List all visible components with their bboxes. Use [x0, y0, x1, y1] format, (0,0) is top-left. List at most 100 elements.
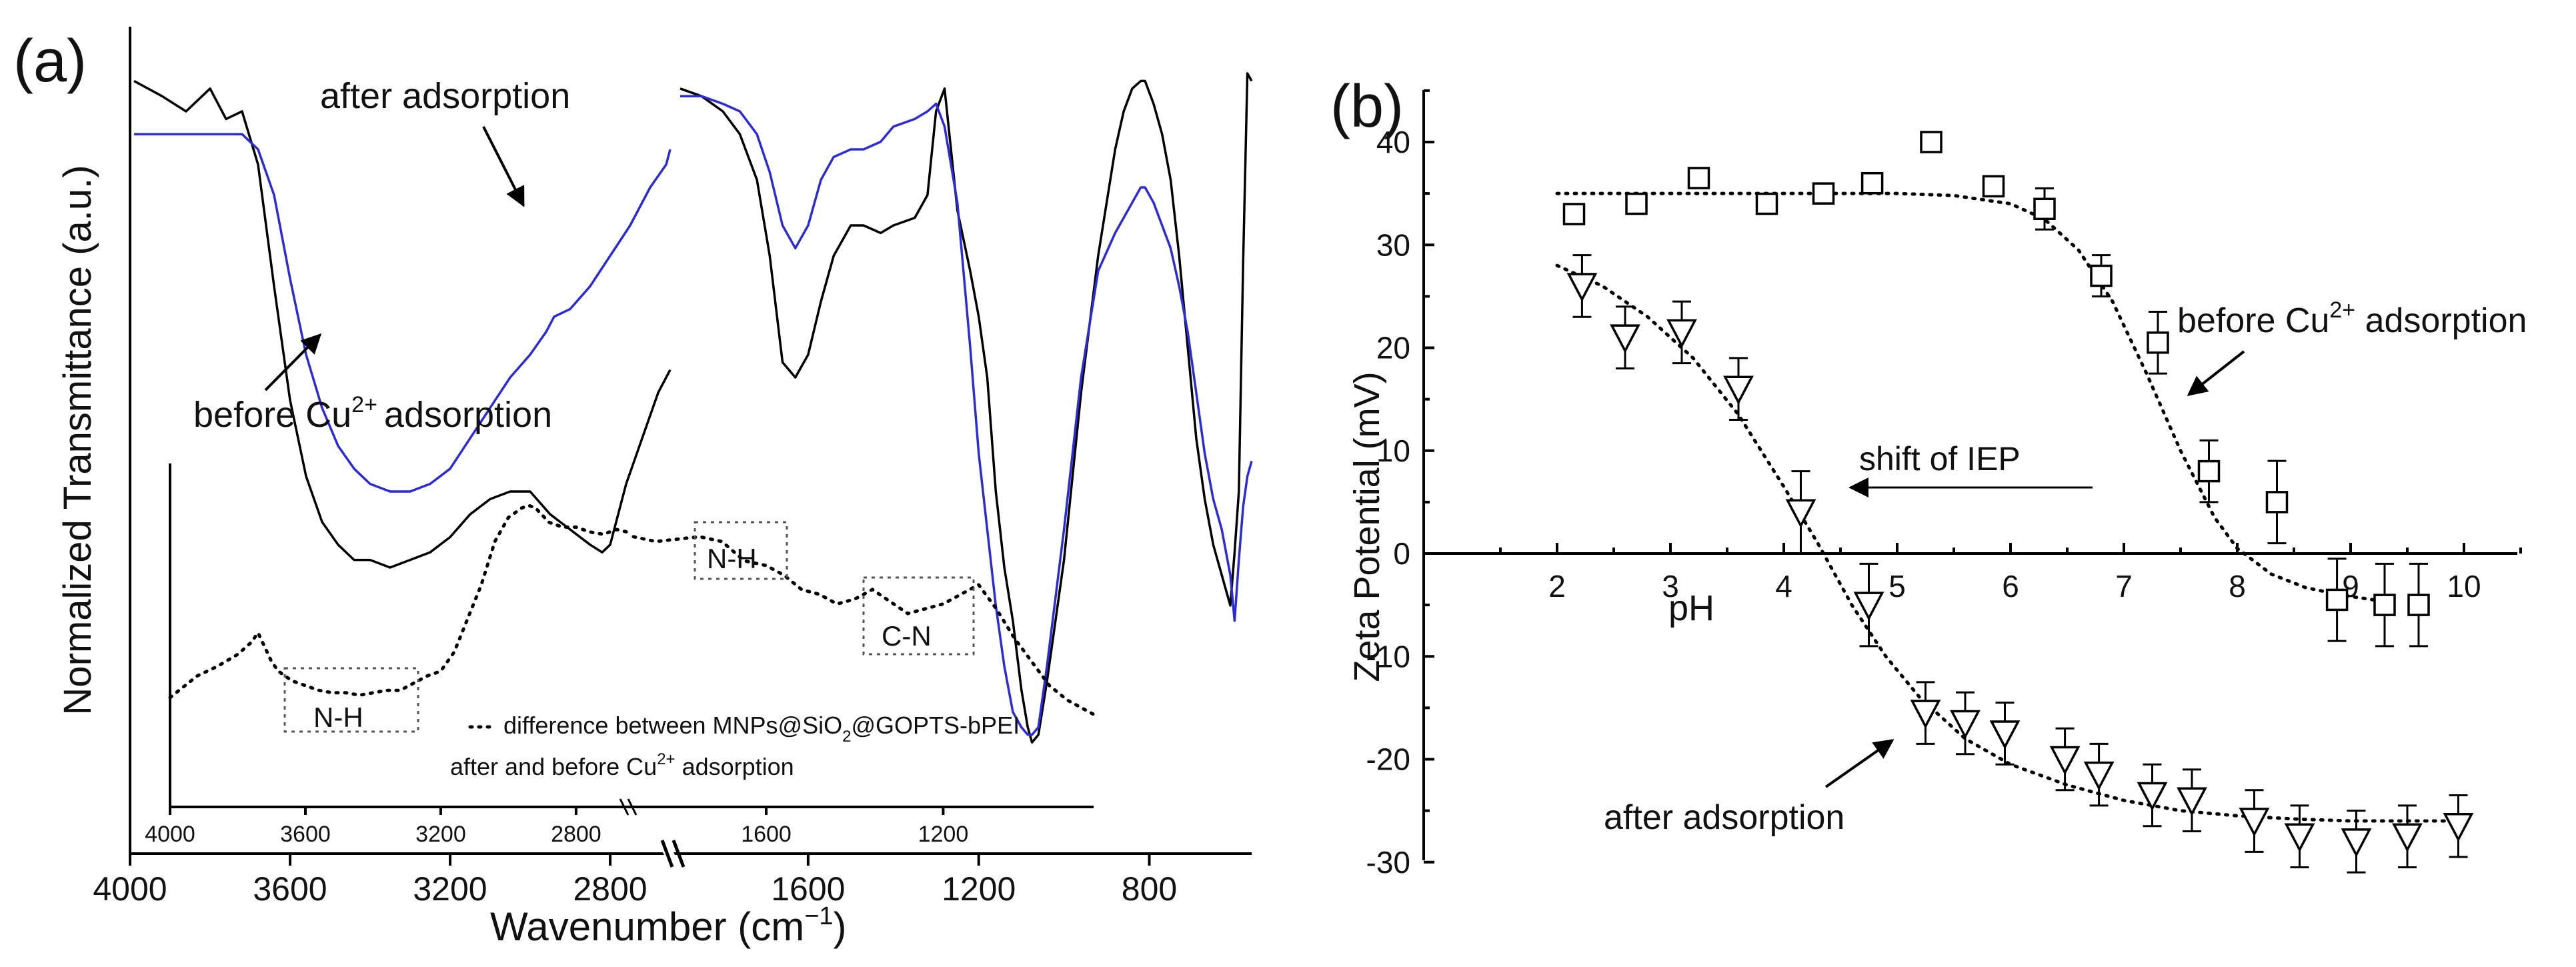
arrow-before-adsorption — [264, 333, 322, 391]
inset-caption-line1: difference between MNPs@SiO2@GOPTS-bPEI — [503, 712, 1020, 746]
point-before-adsorption — [2090, 264, 2113, 287]
arrow-before-cu-adsorption — [2187, 350, 2245, 396]
panel-b-x-tick-label: 6 — [2002, 569, 2019, 604]
annotation-before-cu-adsorption: before Cu2+ adsorption — [2177, 297, 2527, 340]
inset-caption-line2: after and before Cu2+ adsorption — [450, 750, 794, 780]
panel-b-x-tick-label: 8 — [2229, 569, 2246, 604]
box-nh-2-label: N-H — [707, 543, 757, 574]
point-after-adsorption — [2239, 808, 2270, 837]
point-after-adsorption — [1666, 319, 1697, 349]
panel-b-x-tick-label: 2 — [1548, 569, 1566, 604]
annotation-after-adsorption-b: after adsorption — [1604, 798, 1844, 837]
panel-a-label: (a) — [13, 28, 87, 95]
panel-b-y-tick-label: 0 — [1393, 536, 1410, 571]
panel-b-y-axis-label: Zeta Potential (mV) — [1347, 371, 1387, 682]
point-before-adsorption — [2325, 588, 2349, 612]
panel-a-y-axis-label: Normalized Transmittance (a.u.) — [56, 165, 99, 715]
point-after-adsorption — [1910, 700, 1941, 729]
panel-b-x-axis-label: pH — [1668, 588, 1714, 628]
fit-curve-after — [1555, 263, 2466, 823]
panel-a-x-tick-label: 3200 — [413, 870, 487, 908]
point-after-adsorption — [1989, 720, 2021, 750]
axis-break-mark — [672, 840, 686, 868]
box-cn-label: C-N — [882, 620, 932, 652]
point-before-adsorption — [1625, 192, 1648, 215]
panel-b-x-tick-label: 5 — [1888, 569, 1906, 604]
inset-difference-curve — [168, 504, 1096, 716]
point-before-adsorption — [1982, 175, 2005, 198]
panel-b-y-tick-label: -10 — [1366, 639, 1410, 674]
point-after-adsorption — [2341, 828, 2372, 858]
arrow-after-adsorption-b — [1824, 739, 1894, 788]
point-after-adsorption — [1853, 592, 1884, 621]
inset-x-ticks: 4000 3600 3200 2800 1600 1200 — [145, 807, 968, 847]
panel-b-y-tick-label: 10 — [1376, 433, 1410, 468]
panel-a-x-tick-label: 800 — [1122, 870, 1177, 908]
point-after-adsorption — [2083, 761, 2115, 791]
point-after-adsorption — [2392, 823, 2423, 852]
point-after-adsorption — [2137, 782, 2168, 812]
box-nh-2 — [694, 521, 788, 580]
point-before-adsorption — [1687, 167, 1710, 189]
panel-b-y-tick-label: 20 — [1376, 331, 1410, 365]
inset-x-tick-label: 2800 — [551, 822, 601, 847]
panel-b-x-tick-label: 10 — [2447, 569, 2481, 604]
inset-axis-break — [627, 798, 637, 816]
point-before-adsorption — [2033, 197, 2056, 221]
point-after-adsorption — [2177, 787, 2207, 816]
panel-a-x-ticks: 4000 3600 3200 2800 1600 1200 800 — [93, 854, 1177, 908]
fit-curve-before — [1555, 191, 2375, 602]
point-after-adsorption — [1950, 710, 1981, 740]
point-before-adsorption — [1755, 192, 1778, 215]
panel-a: (a) 4000 3600 3200 2800 1600 1200 800 Normaliz… — [13, 27, 1253, 949]
inset-difference-spectrum: 4000 3600 3200 2800 1600 1200 N-H N-H C-N dif… — [145, 463, 1096, 847]
inset-x-tick-label: 4000 — [145, 822, 195, 847]
panel-a-x-axis-label: Wavenumber (cm−1) — [490, 902, 847, 949]
box-cn — [862, 576, 975, 656]
box-nh-1-label: N-H — [313, 702, 363, 733]
point-before-adsorption — [1920, 131, 1943, 153]
panel-b-y-tick-label: -20 — [1366, 742, 1410, 777]
point-before-adsorption — [2407, 594, 2430, 616]
point-before-adsorption — [1860, 171, 1884, 195]
panel-a-x-tick-label: 3600 — [253, 870, 327, 908]
axis-break-mark — [660, 840, 674, 868]
point-after-adsorption — [1566, 273, 1598, 302]
panel-b-x-tick-label: 3 — [1662, 569, 1679, 604]
inset-axis-break — [619, 798, 629, 816]
panel-b-y-tick-label: 30 — [1376, 227, 1410, 262]
spectrum-after-adsorption — [134, 95, 1253, 736]
point-after-adsorption — [2284, 823, 2315, 852]
annotation-before-adsorption: before Cu2+ adsorption — [193, 392, 552, 435]
point-after-adsorption — [1785, 499, 1816, 529]
point-after-adsorption — [2443, 813, 2474, 842]
spectrum-before-adsorption — [133, 72, 1253, 744]
arrow-after-adsorption — [482, 126, 525, 207]
inset-x-tick-label: 3200 — [415, 822, 466, 847]
panel-a-x-tick-label: 1600 — [771, 870, 845, 908]
inset-x-tick-label: 1200 — [918, 822, 969, 847]
point-before-adsorption — [2197, 459, 2221, 483]
inset-x-tick-label: 1600 — [741, 822, 792, 847]
panel-b-y-tick-label: -30 — [1366, 845, 1410, 880]
annotation-shift-of-iep: shift of IEP — [1859, 440, 2021, 477]
box-nh-1 — [283, 667, 419, 733]
panel-b-x-tick-label: 7 — [2115, 569, 2133, 604]
point-after-adsorption — [1723, 375, 1754, 405]
point-after-adsorption — [1610, 324, 1640, 353]
panel-a-x-tick-label: 1200 — [942, 870, 1016, 908]
inset-x-tick-label: 3600 — [280, 822, 331, 847]
panel-a-series — [133, 72, 1253, 744]
panel-b-y-tick-label: 40 — [1376, 125, 1410, 159]
point-before-adsorption — [1812, 182, 1835, 205]
point-before-adsorption — [2373, 594, 2396, 616]
point-before-adsorption — [2265, 491, 2289, 514]
panel-b-x-tick-label: 4 — [1775, 569, 1792, 604]
point-after-adsorption — [2049, 746, 2081, 776]
panel-b-label: (b) — [1330, 73, 1404, 140]
panel-a-x-tick-label: 2800 — [573, 870, 647, 908]
point-before-adsorption — [2147, 331, 2169, 354]
